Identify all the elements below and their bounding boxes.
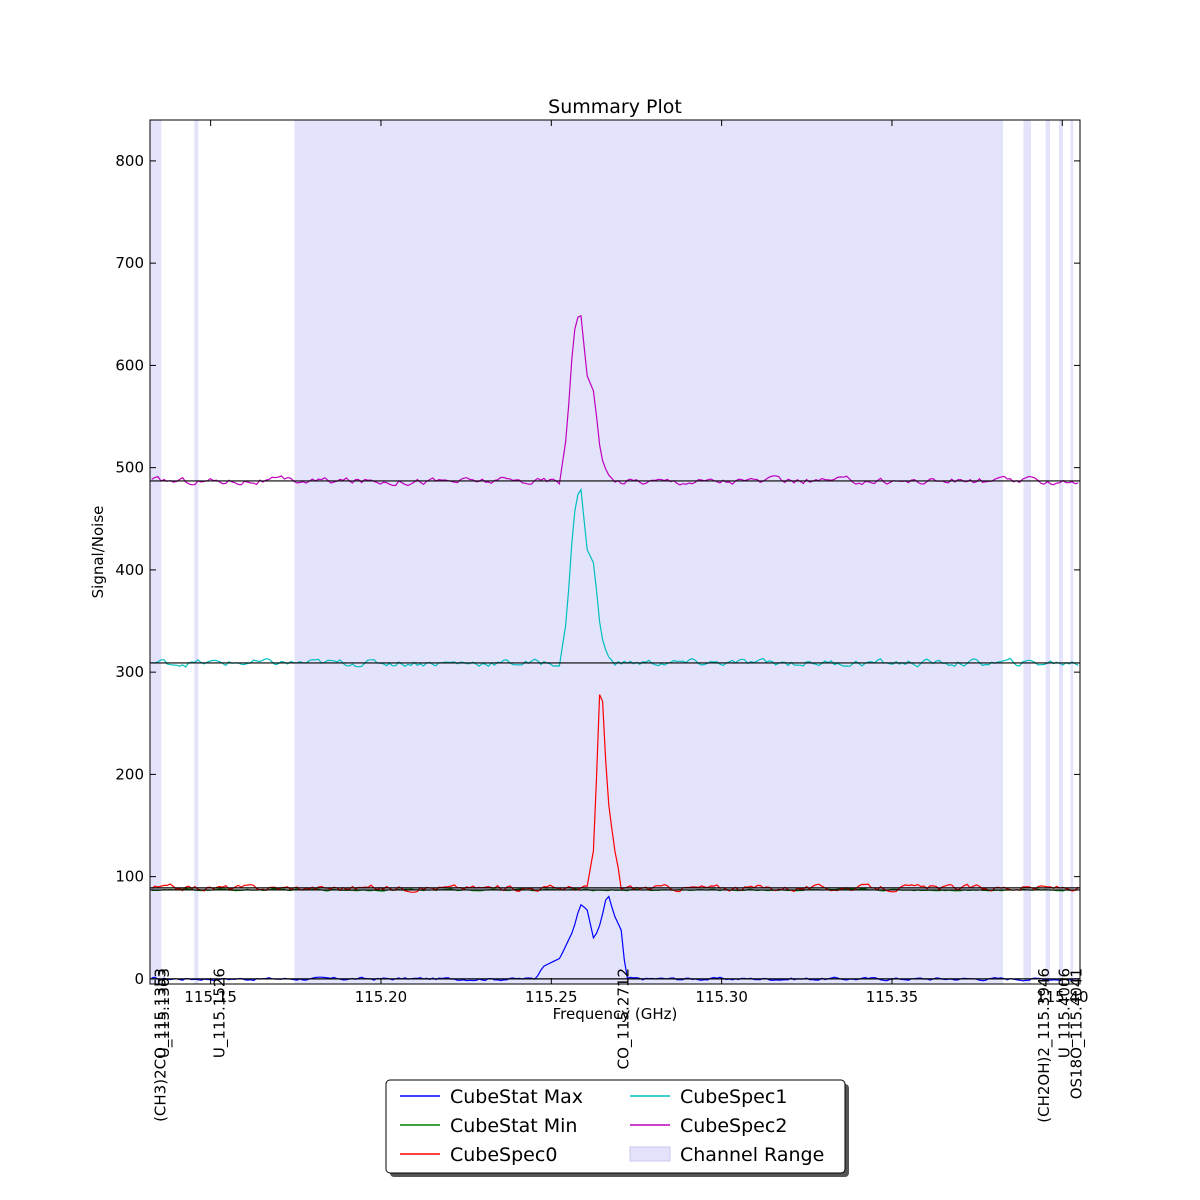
y-tick-label: 100 [115, 868, 144, 886]
line-id-label: CO_115.2712 [615, 968, 634, 1069]
line-id-label: U_115.4006 [1055, 968, 1074, 1058]
x-tick-label: 115.20 [355, 988, 408, 1006]
line-id-label: U_115.1526 [210, 968, 229, 1058]
y-axis-ticks: 0 100 200 300 400 500 600 700 800 [115, 152, 1080, 988]
line-id-label: OS18O_115.4041 [1067, 968, 1086, 1099]
legend-label: CubeSpec0 [450, 1144, 557, 1166]
y-tick-label: 800 [115, 152, 144, 170]
y-tick-label: 600 [115, 356, 144, 374]
x-axis-label: Frequency (GHz) [553, 1005, 678, 1023]
legend-swatch [629, 1146, 671, 1162]
channel-range-band-1 [194, 120, 199, 984]
channel-range-band-5 [1058, 120, 1063, 984]
x-axis-ticks: 115.15 115.20 115.25 115.30 115.35 115.40 [184, 120, 1089, 1006]
channel-range-band-6 [1070, 120, 1074, 984]
channel-range-bands [150, 120, 1074, 984]
channel-range-band-3 [1023, 120, 1031, 984]
chart-title: Summary Plot [548, 96, 682, 118]
series-cubespec2 [151, 314, 1079, 487]
y-tick-label: 200 [115, 765, 144, 783]
line-id-label: (CH2OH)2_115.3946 [1035, 968, 1054, 1123]
y-tick-label: 700 [115, 254, 144, 272]
legend-label: CubeSpec2 [680, 1115, 787, 1137]
legend-label: CubeStat Min [450, 1115, 577, 1137]
legend-box [385, 1079, 846, 1174]
plot-frame [149, 119, 1081, 985]
x-tick-label: 115.25 [525, 988, 578, 1006]
y-tick-label: 400 [115, 561, 144, 579]
y-tick-label: 0 [134, 970, 144, 988]
x-tick-label: 115.40 [1036, 988, 1089, 1006]
x-tick-label: 115.35 [866, 988, 919, 1006]
legend-label: CubeStat Max [450, 1086, 583, 1108]
line-id-label: U_115.1363 [155, 968, 174, 1058]
legend-label: Channel Range [680, 1144, 824, 1166]
channel-range-band-0 [150, 120, 162, 984]
legend: CubeStat Max CubeSpec1 CubeStat Min CubeSpe… [385, 1079, 849, 1177]
baselines [150, 480, 1080, 980]
channel-range-band-2 [294, 120, 1004, 984]
legend-label: CubeSpec1 [680, 1086, 787, 1108]
channel-range-band-4 [1045, 120, 1051, 984]
x-tick-label: 115.15 [184, 988, 237, 1006]
y-tick-label: 500 [115, 459, 144, 477]
y-tick-label: 300 [115, 663, 144, 681]
line-id-label: (CH3)2CO_115.1353 [152, 968, 171, 1122]
y-axis-label: Signal/Noise [89, 506, 107, 599]
x-tick-label: 115.30 [695, 988, 748, 1006]
